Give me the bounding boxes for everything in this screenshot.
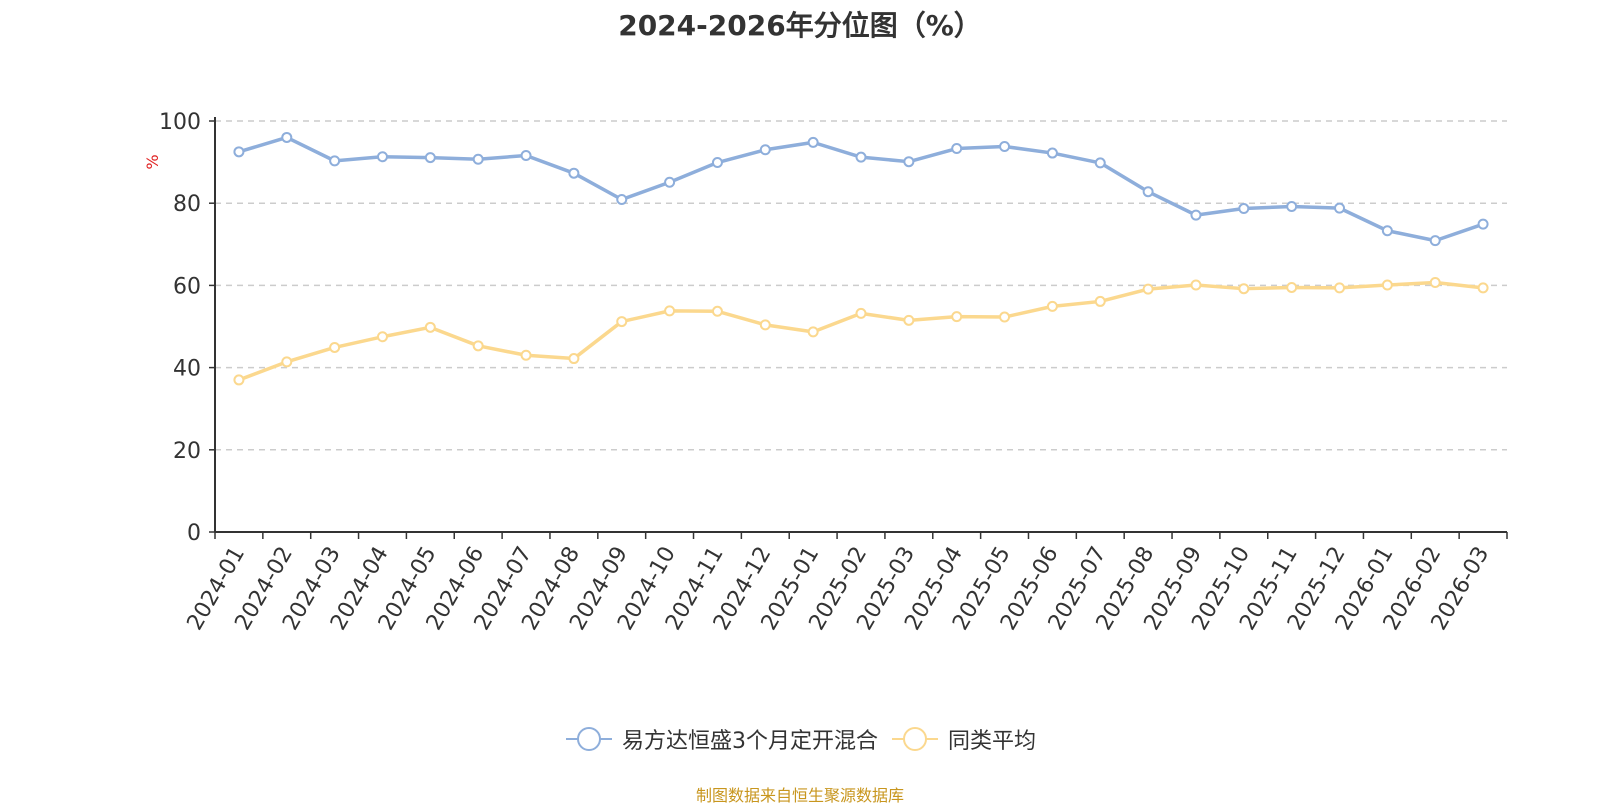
legend-marker — [902, 727, 927, 751]
data-point[interactable] — [1094, 295, 1106, 307]
data-point[interactable] — [711, 305, 723, 317]
series-layer — [233, 131, 1489, 386]
series-1 — [233, 131, 1489, 247]
y-tick-label: 80 — [173, 192, 201, 217]
chart-title: 2024-2026年分位图（%） — [618, 9, 982, 42]
legend-item-1[interactable]: 易方达恒盛3个月定开混合 — [564, 723, 878, 755]
data-point[interactable] — [376, 331, 388, 343]
data-point[interactable] — [759, 319, 771, 331]
data-point[interactable] — [1334, 202, 1346, 214]
data-point[interactable] — [1429, 277, 1441, 289]
data-point[interactable] — [424, 321, 436, 333]
data-point[interactable] — [664, 305, 676, 317]
data-point[interactable] — [807, 136, 819, 148]
data-point[interactable] — [1286, 200, 1298, 212]
data-point[interactable] — [951, 311, 963, 323]
data-point[interactable] — [1046, 147, 1058, 159]
data-point[interactable] — [855, 151, 867, 163]
data-point[interactable] — [568, 167, 580, 179]
data-point[interactable] — [281, 356, 293, 368]
data-point[interactable] — [472, 340, 484, 352]
data-point[interactable] — [376, 151, 388, 163]
data-point[interactable] — [329, 341, 341, 353]
grid-layer — [215, 120, 1507, 451]
y-tick-label: 100 — [159, 110, 201, 135]
data-point[interactable] — [1429, 235, 1441, 247]
series-2 — [233, 277, 1489, 386]
data-point[interactable] — [1381, 225, 1393, 237]
data-point[interactable] — [1477, 218, 1489, 230]
data-point[interactable] — [903, 314, 915, 326]
data-point[interactable] — [472, 153, 484, 165]
data-point[interactable] — [1334, 282, 1346, 294]
legend-swatch-icon — [565, 727, 612, 751]
y-axis-label: % — [143, 154, 162, 169]
y-tick-label: 20 — [173, 439, 201, 464]
data-point[interactable] — [951, 143, 963, 155]
data-point[interactable] — [1190, 209, 1202, 221]
legend-marker — [576, 727, 601, 751]
data-point[interactable] — [568, 353, 580, 365]
legend[interactable]: 易方达恒盛3个月定开混合 同类平均 — [0, 722, 1600, 756]
axis-layer: 0204060801002024-012024-022024-032024-04… — [159, 110, 1508, 635]
data-point[interactable] — [1094, 157, 1106, 169]
data-point[interactable] — [233, 146, 245, 158]
y-tick-label: 40 — [173, 357, 201, 382]
data-point[interactable] — [616, 194, 628, 206]
source-note: 制图数据来自恒生聚源数据库 — [695, 786, 904, 805]
legend-label: 同类平均 — [947, 729, 1036, 754]
data-point[interactable] — [1046, 300, 1058, 312]
y-tick-label: 60 — [173, 274, 201, 299]
data-point[interactable] — [1190, 279, 1202, 291]
series-line — [237, 280, 1485, 382]
data-point[interactable] — [1238, 283, 1250, 295]
data-point[interactable] — [520, 349, 532, 361]
data-point[interactable] — [1477, 282, 1489, 294]
data-point[interactable] — [1238, 203, 1250, 215]
data-point[interactable] — [999, 140, 1011, 152]
data-point[interactable] — [281, 131, 293, 143]
data-point[interactable] — [329, 155, 341, 167]
data-point[interactable] — [999, 311, 1011, 323]
data-point[interactable] — [759, 144, 771, 156]
data-point[interactable] — [1286, 281, 1298, 293]
data-point[interactable] — [233, 374, 245, 386]
data-point[interactable] — [1142, 283, 1154, 295]
data-point[interactable] — [711, 157, 723, 169]
data-point[interactable] — [855, 307, 867, 319]
data-point[interactable] — [424, 152, 436, 164]
legend-swatch-icon — [891, 727, 938, 751]
data-point[interactable] — [807, 326, 819, 338]
data-point[interactable] — [1381, 279, 1393, 291]
data-point[interactable] — [664, 176, 676, 188]
data-point[interactable] — [1142, 186, 1154, 198]
y-tick-label: 0 — [187, 521, 201, 546]
legend-item-2[interactable]: 同类平均 — [890, 723, 1036, 755]
data-point[interactable] — [520, 150, 532, 162]
legend-label: 易方达恒盛3个月定开混合 — [621, 729, 878, 754]
data-point[interactable] — [616, 316, 628, 328]
data-point[interactable] — [903, 156, 915, 168]
